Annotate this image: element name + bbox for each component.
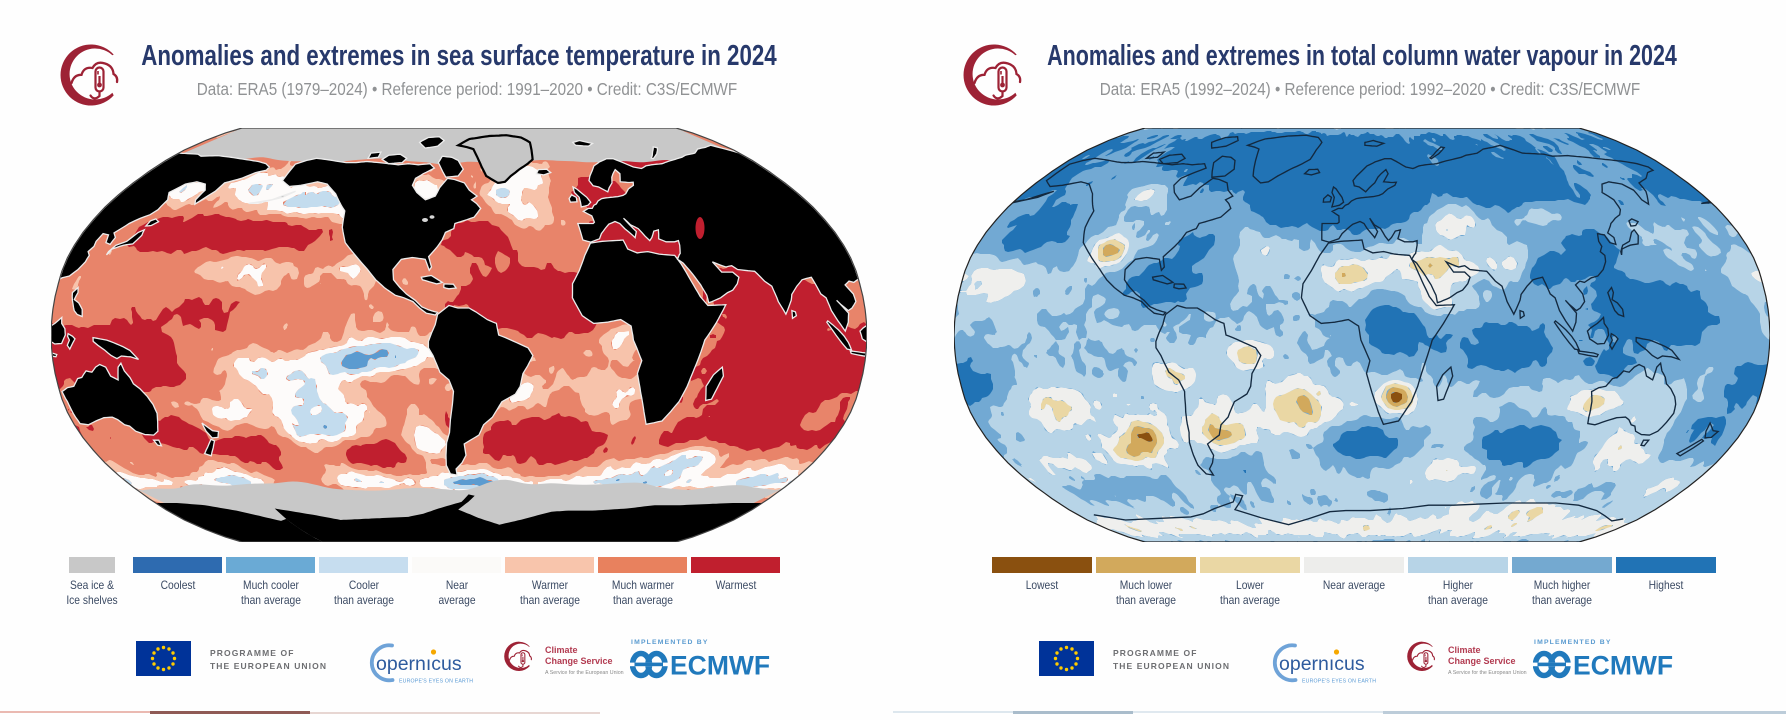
svg-text:opernıcus: opernıcus xyxy=(1279,653,1365,675)
svg-text:ECMWF: ECMWF xyxy=(670,651,770,681)
svg-text:EUROPE'S EYES ON EARTH: EUROPE'S EYES ON EARTH xyxy=(1302,679,1376,685)
svg-text:opernıcus: opernıcus xyxy=(376,653,462,675)
svg-text:EUROPE'S EYES ON EARTH: EUROPE'S EYES ON EARTH xyxy=(399,679,473,685)
svg-text:ECMWF: ECMWF xyxy=(1573,651,1673,681)
